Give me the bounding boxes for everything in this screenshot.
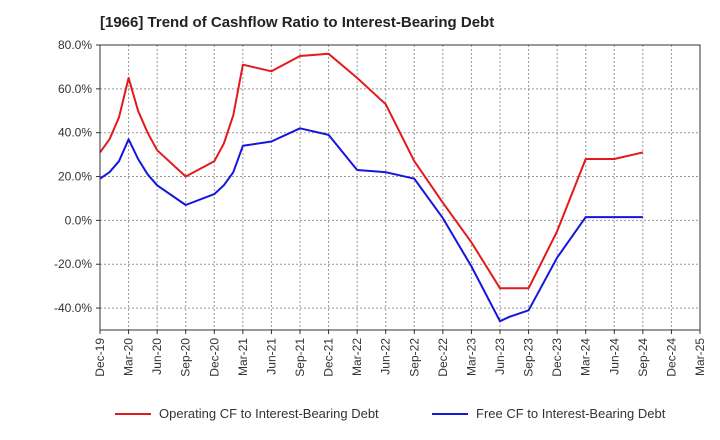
x-tick-label: Mar-22 [350, 338, 364, 376]
x-tick-label: Sep-22 [407, 338, 421, 377]
x-tick-label: Mar-23 [464, 338, 478, 376]
x-tick-label: Sep-24 [636, 338, 650, 377]
x-tick-label: Dec-22 [436, 338, 450, 377]
legend: Operating CF to Interest-Bearing Debt Fr… [0, 400, 720, 430]
x-tick-label: Dec-24 [664, 338, 678, 377]
x-tick-label: Dec-20 [207, 338, 221, 377]
x-tick-label: Mar-24 [579, 338, 593, 376]
x-tick-label: Jun-23 [493, 338, 507, 375]
x-tick-label: Jun-24 [607, 338, 621, 375]
y-tick-label: 0.0% [65, 213, 93, 227]
y-tick-label: 20.0% [58, 170, 92, 184]
y-tick-label: -40.0% [54, 301, 92, 315]
y-tick-label: -20.0% [54, 257, 92, 271]
x-tick-label: Sep-21 [293, 338, 307, 377]
legend-label-free-cf: Free CF to Interest-Bearing Debt [476, 406, 666, 421]
gridlines [99, 44, 701, 330]
legend-label-operating-cf: Operating CF to Interest-Bearing Debt [159, 406, 379, 421]
legend-item-operating-cf: Operating CF to Interest-Bearing Debt [115, 406, 379, 421]
x-tick-label: Mar-20 [122, 338, 136, 376]
legend-swatch-free-cf [432, 412, 468, 415]
x-tick-label: Jun-21 [264, 338, 278, 375]
y-tick-label: 60.0% [58, 82, 92, 96]
x-tick-label: Jun-20 [150, 338, 164, 375]
plot-border [99, 44, 701, 331]
x-tick-label: Dec-19 [93, 338, 107, 377]
series-line-free-cf [99, 127, 643, 323]
x-tick-label: Dec-23 [550, 338, 564, 377]
x-tick-label: Mar-21 [236, 338, 250, 376]
x-tick-label: Dec-21 [322, 338, 336, 377]
y-tick-label: 40.0% [58, 126, 92, 140]
legend-swatch-operating-cf [115, 412, 151, 415]
series-group [99, 52, 644, 323]
series-line-operating-cf [99, 52, 644, 290]
chart-title: [1966] Trend of Cashflow Ratio to Intere… [100, 14, 495, 31]
plot-area [100, 45, 700, 330]
y-tick-label: 80.0% [58, 38, 92, 52]
x-tick-label: Sep-23 [522, 338, 536, 377]
x-tick-label: Mar-25 [693, 338, 707, 376]
x-tick-label: Sep-20 [179, 338, 193, 377]
x-tick-label: Jun-22 [379, 338, 393, 375]
legend-item-free-cf: Free CF to Interest-Bearing Debt [432, 406, 665, 421]
x-axis: Dec-19 Mar-20 Jun-20 Sep-20 Dec-20 Mar-21 Jun-… [93, 330, 707, 377]
y-axis: -40.0% -20.0% 0.0% 20.0% 40.0% 60.0% 80.0% [54, 38, 100, 315]
